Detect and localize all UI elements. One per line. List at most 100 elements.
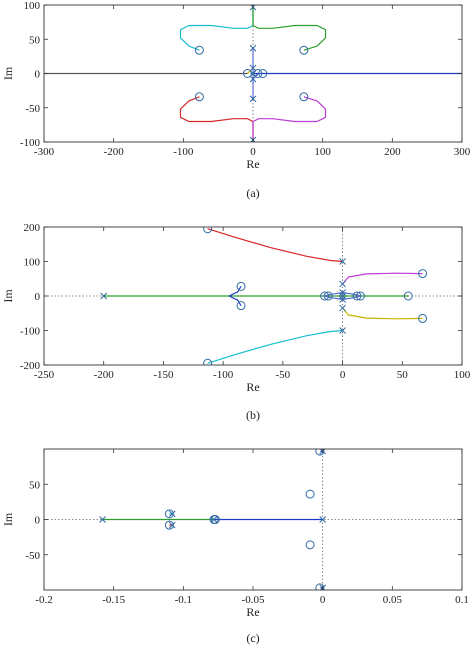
zero-marker-b-7 — [323, 291, 333, 301]
pole-marker-a-3 — [249, 95, 257, 103]
zero-marker-b-2 — [236, 281, 246, 291]
zero-marker-b-8 — [352, 291, 362, 301]
panel-b: -250 -200 -150 -100 -50 0 50 100-200-1000100200… — [1, 222, 471, 422]
y-tick-label-c-0: -50 — [25, 550, 40, 562]
zero-marker-b-10 — [403, 291, 413, 301]
pole-marker-a-5 — [249, 75, 257, 83]
x-tick-label-c-6: 0.1 — [455, 594, 469, 606]
panel-a: -300 -200 -100 0 100 200 300 -100 -50 0 50 100 Re Im (… — [1, 0, 471, 200]
x-tick-label-b-7: 100 — [454, 369, 471, 381]
zero-marker-c-0 — [164, 509, 174, 519]
y-tick-label-b-4: 200 — [24, 222, 41, 234]
y-tick-label-b-1: -100 — [20, 326, 41, 338]
x-tick-label-c-5: 0.05 — [383, 594, 403, 606]
zero-marker-c-6 — [315, 449, 325, 456]
zero-marker-a-6 — [258, 69, 268, 78]
y-tick-label-a-3: 50 — [29, 34, 41, 46]
pole-marker-b-0 — [100, 292, 108, 300]
locus-branch-a-0 — [179, 7, 254, 51]
pole-marker-b-4 — [339, 304, 346, 312]
pole-marker-b-7 — [339, 292, 346, 300]
y-axis-label-a: Im — [1, 66, 15, 80]
pole-marker-c-3 — [210, 516, 218, 523]
x-tick-label-a-2: -100 — [173, 146, 194, 158]
x-tick-label-b-6: 50 — [397, 369, 409, 381]
zero-marker-b-4 — [418, 269, 428, 279]
zero-marker-c-4 — [305, 489, 315, 499]
x-tick-label-b-5: 0 — [340, 369, 346, 381]
x-tick-label-b-4: -50 — [276, 369, 291, 381]
y-tick-label-a-0: -100 — [20, 137, 41, 149]
zero-marker-a-0 — [194, 45, 204, 55]
x-tick-label-b-1: -200 — [94, 369, 115, 381]
pole-marker-b-1 — [339, 258, 346, 265]
pole-marker-a-4 — [249, 64, 257, 72]
zero-marker-a-2 — [194, 92, 204, 102]
y-tick-label-c-2: 50 — [29, 479, 41, 491]
locus-branch-b-2 — [342, 272, 423, 285]
zero-marker-b-6 — [320, 291, 330, 301]
locus-branch-b-1 — [207, 329, 343, 364]
zero-marker-b-0 — [203, 227, 213, 234]
pole-marker-a-6 — [249, 70, 257, 77]
zero-marker-c-5 — [305, 540, 315, 550]
x-axis-label-a: Re — [246, 157, 259, 171]
pole-marker-b-2 — [339, 327, 346, 334]
locus-branch-b-5 — [228, 285, 242, 297]
x-tick-label-c-1: -0.15 — [102, 594, 125, 606]
x-tick-label-c-0: -0.2 — [35, 594, 52, 606]
pole-marker-c-2 — [168, 521, 176, 529]
x-tick-label-c-2: -0.1 — [175, 594, 192, 606]
locus-branch-a-2 — [179, 96, 254, 140]
zero-marker-a-3 — [299, 92, 309, 102]
x-tick-label-a-0: -300 — [34, 146, 55, 158]
pole-marker-c-6 — [319, 516, 327, 523]
x-tick-label-a-6: 300 — [454, 146, 471, 158]
x-tick-label-a-3: 0 — [250, 146, 256, 158]
zero-marker-b-5 — [418, 313, 428, 323]
locus-group-a — [44, 5, 462, 142]
y-tick-label-b-0: -200 — [20, 360, 41, 372]
x-tick-label-a-1: -200 — [104, 146, 125, 158]
panel-caption-c: (c) — [246, 631, 259, 645]
panel-caption-a: (a) — [246, 186, 259, 200]
zero-marker-c-1 — [164, 520, 174, 530]
x-tick-label-a-4: 100 — [314, 146, 331, 158]
zero-marker-b-1 — [203, 358, 213, 365]
y-axis-label-b: Im — [1, 289, 15, 303]
panel-caption-b: (b) — [246, 408, 260, 422]
zero-marker-c-7 — [315, 583, 325, 590]
locus-group-b — [100, 227, 428, 365]
y-tick-label-b-2: 0 — [35, 291, 41, 303]
locus-branch-b-3 — [342, 307, 423, 320]
zero-marker-a-1 — [299, 45, 309, 55]
y-axis-label-c: Im — [1, 512, 15, 526]
x-tick-label-b-2: -150 — [153, 369, 174, 381]
pole-marker-b-3 — [339, 280, 346, 288]
locus-group-c — [99, 449, 327, 590]
locus-branch-a-1 — [252, 7, 327, 51]
y-tick-label-a-4: 100 — [24, 0, 41, 12]
x-tick-label-b-0: -250 — [34, 369, 55, 381]
pole-marker-c-1 — [168, 510, 176, 518]
x-tick-label-a-5: 200 — [384, 146, 401, 158]
x-axis-label-c: Re — [246, 605, 259, 619]
locus-branch-b-0 — [207, 228, 343, 263]
panel-c: -0.2 -0.15 -0.1 -0.05 0 0.05 0.1 -50 0 50 Re Im (c) — [1, 448, 469, 645]
zero-marker-b-3 — [236, 301, 246, 311]
pole-marker-c-0 — [99, 516, 106, 523]
x-tick-label-c-3: -0.05 — [242, 594, 265, 606]
zero-marker-a-5 — [253, 69, 263, 78]
zero-marker-a-4 — [242, 69, 252, 78]
zero-marker-c-3 — [210, 515, 220, 524]
x-tick-label-b-3: -100 — [213, 369, 234, 381]
locus-branch-b-6 — [228, 295, 242, 307]
x-tick-label-c-4: 0 — [320, 594, 326, 606]
y-tick-label-c-1: 0 — [35, 515, 41, 527]
x-axis-label-b: Re — [246, 380, 259, 394]
y-tick-label-a-1: -50 — [25, 103, 40, 115]
pole-marker-a-2 — [249, 44, 257, 52]
y-tick-label-a-2: 0 — [35, 69, 41, 81]
locus-branch-a-3 — [252, 96, 327, 140]
